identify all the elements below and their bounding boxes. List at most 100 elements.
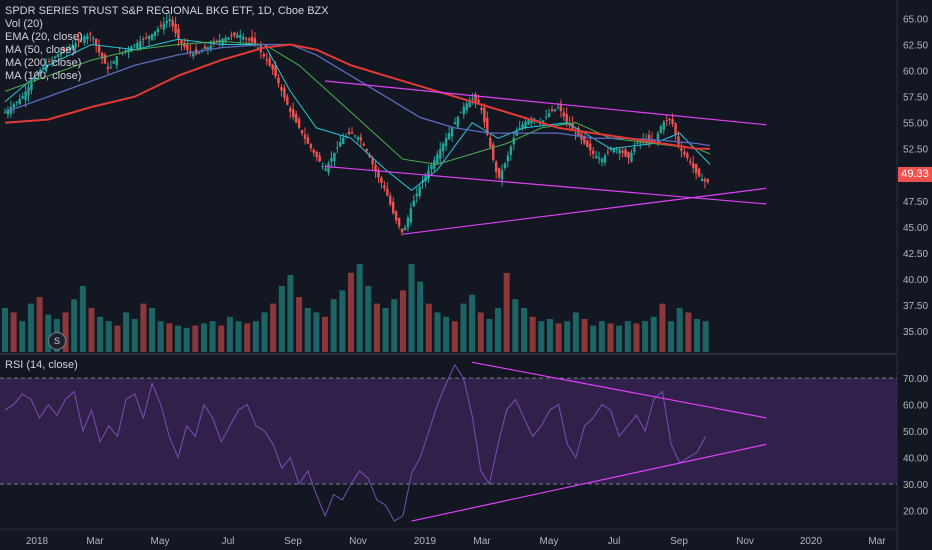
rsi-tick-label: 30.00 (903, 480, 928, 491)
candle-body (383, 185, 386, 189)
time-tick-label: Mar (473, 536, 491, 547)
candle-body (239, 35, 242, 38)
indicator-ma100[interactable]: MA (100, close) (5, 70, 82, 82)
trendline-price-1 (324, 165, 767, 205)
candle-body (442, 143, 445, 152)
volume-bar (382, 308, 389, 352)
candle-body (436, 154, 439, 164)
candle-body (477, 99, 480, 105)
legend: SPDR SERIES TRUST S&P REGIONAL BKG ETF, … (5, 5, 329, 83)
volume-bar (209, 321, 216, 352)
volume-bar (477, 312, 484, 352)
trendline-price-0 (402, 187, 767, 235)
volume-bar (469, 294, 476, 352)
volume-bar (546, 319, 553, 352)
candle-body (533, 118, 536, 120)
volume-bar (19, 321, 26, 352)
candle-body (671, 119, 674, 124)
price-tick-label: 52.50 (903, 145, 928, 156)
volume-bar (607, 323, 614, 352)
candle-body (444, 138, 448, 147)
candle-body (418, 186, 421, 197)
candle-body (389, 195, 392, 205)
time-tick-label: Nov (736, 536, 754, 547)
candle-body (592, 150, 595, 154)
candle-body (430, 164, 433, 170)
candle-body (244, 38, 248, 40)
candle-body (365, 149, 368, 152)
volume-bar (192, 325, 199, 352)
candle-body (427, 170, 430, 179)
candle-body (103, 54, 107, 64)
candle-body (294, 113, 298, 123)
ma200-line (4, 43, 710, 150)
indicator-vol[interactable]: Vol (20) (5, 18, 43, 30)
candle-body (106, 66, 110, 69)
trendline-price-2 (324, 80, 767, 126)
candle-body (309, 144, 313, 149)
price-tick-label: 37.50 (903, 301, 928, 312)
candle-body (453, 122, 457, 125)
candle-body (577, 128, 580, 137)
price-tick-label: 55.00 (903, 119, 928, 130)
candle-body (612, 148, 615, 153)
candle-body (30, 82, 33, 91)
candle-body (480, 108, 483, 110)
volume-bar (36, 297, 43, 352)
candle-body (171, 20, 174, 27)
candle-body (283, 88, 286, 98)
volume-bar (425, 303, 432, 352)
volume-bar (521, 308, 527, 352)
candle-body (465, 103, 468, 111)
volume-bar (555, 323, 562, 352)
candle-body (544, 116, 548, 118)
indicator-ema20[interactable]: EMA (20, close) (5, 31, 83, 43)
candle-body (236, 34, 239, 38)
candle-body (624, 149, 627, 157)
candle-body (109, 66, 113, 68)
candle-body (330, 158, 333, 162)
candle-body (456, 117, 460, 127)
volume-bar (702, 321, 709, 352)
candle-body (392, 201, 395, 214)
candle-body (415, 193, 418, 197)
candle-body (600, 158, 604, 163)
price-tick-label: 35.00 (903, 327, 928, 338)
candle-body (594, 155, 598, 158)
volume-bar (391, 299, 398, 352)
indicator-ma50[interactable]: MA (50, close) (5, 44, 76, 56)
candle-body (559, 104, 563, 112)
candle-body (150, 34, 154, 40)
candle-body (697, 168, 701, 177)
indicator-ma200[interactable]: MA (200, close) (5, 57, 82, 69)
volume-bar (79, 286, 86, 352)
candle-body (509, 146, 513, 155)
time-tick-label: May (151, 536, 170, 547)
candle-body (86, 35, 89, 40)
rsi-tick-label: 60.00 (903, 401, 928, 412)
volume-bar (71, 299, 78, 352)
candle-body (583, 135, 586, 144)
candle-body (77, 38, 80, 41)
candle-body (339, 142, 342, 147)
chart-title[interactable]: SPDR SERIES TRUST S&P REGIONAL BKG ETF, … (5, 5, 329, 17)
candle-body (409, 208, 413, 223)
candle-body (203, 46, 207, 50)
split-event-badge[interactable]: S (48, 332, 66, 350)
candle-body (33, 78, 36, 82)
candle-body (142, 38, 145, 40)
candle-body (18, 98, 21, 105)
candle-body (139, 41, 142, 48)
candle-body (462, 106, 465, 115)
volume-bar (252, 321, 259, 352)
candle-body (597, 157, 601, 160)
volume-bar (270, 303, 277, 352)
candle-body (518, 127, 521, 129)
time-tick-label: Mar (868, 536, 886, 547)
volume-bar (590, 325, 597, 352)
volume-bar (694, 319, 700, 352)
candle-body (492, 144, 495, 160)
rsi-label[interactable]: RSI (14, close) (5, 359, 78, 371)
